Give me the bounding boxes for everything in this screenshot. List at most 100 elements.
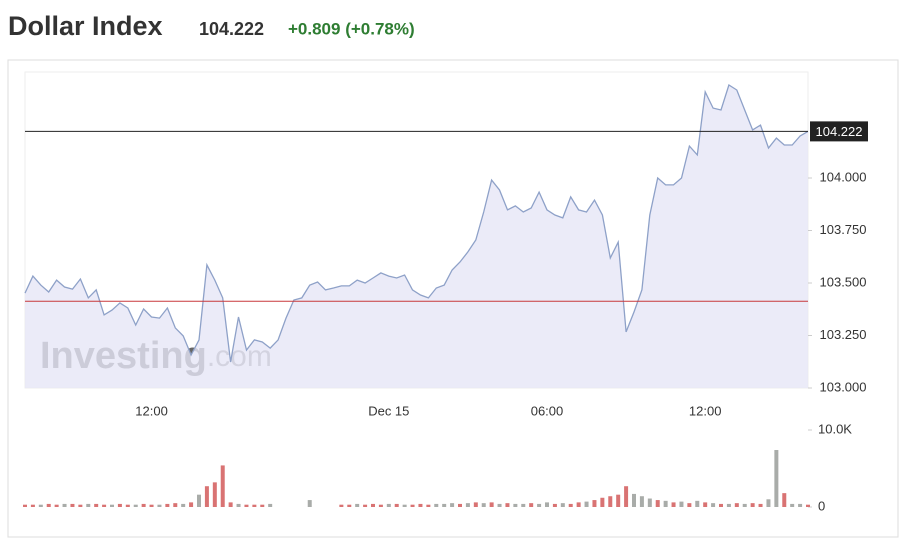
- price-area: [25, 85, 808, 388]
- volume-bar: [703, 502, 708, 507]
- volume-bar: [102, 504, 107, 507]
- volume-bar: [260, 504, 265, 507]
- y-tick-label: 103.750: [820, 222, 867, 237]
- volume-bar: [212, 482, 217, 507]
- volume-bar: [647, 498, 652, 507]
- volume-bar: [378, 504, 383, 507]
- volume-bar: [46, 503, 51, 507]
- volume-bar: [465, 503, 470, 507]
- volume-bar: [758, 503, 763, 507]
- volume-bar: [529, 503, 534, 507]
- volume-bar: [418, 503, 423, 507]
- volume-bar: [189, 502, 194, 507]
- volume-bar: [624, 486, 629, 507]
- volume-bar: [228, 502, 233, 507]
- volume-bar: [521, 503, 526, 507]
- volume-bar: [655, 500, 660, 507]
- volume-bar: [157, 504, 162, 507]
- volume-bar: [458, 503, 462, 507]
- volume-bar: [663, 500, 668, 507]
- volume-bar: [204, 486, 209, 507]
- volume-bar: [173, 503, 178, 507]
- price-change: +0.809 (+0.78%): [288, 19, 415, 38]
- volume-bar: [117, 503, 122, 507]
- volume-bar: [481, 503, 486, 507]
- volume-bar: [442, 503, 447, 507]
- y-tick-label: 103.000: [820, 379, 867, 394]
- volume-bar: [711, 503, 716, 507]
- volume-bar: [307, 500, 312, 507]
- volume-bar: [125, 504, 130, 507]
- volume-bar: [798, 503, 803, 507]
- volume-bar: [790, 503, 795, 507]
- volume-bar: [62, 503, 67, 507]
- volume-bar: [719, 503, 723, 507]
- volume-bar: [268, 503, 273, 507]
- volume-bar: [165, 503, 170, 507]
- volume-bar: [742, 503, 747, 507]
- volume-bar: [505, 503, 510, 507]
- volume-bar: [371, 503, 375, 507]
- volume-bar: [347, 504, 352, 507]
- chart-title: Dollar Index: [8, 11, 163, 41]
- volume-bar: [70, 503, 75, 507]
- volume-bar: [695, 500, 700, 507]
- y-tick-label: 104.000: [820, 169, 867, 184]
- volume-bar: [576, 502, 581, 507]
- volume-bar: [497, 503, 502, 507]
- x-tick-label: Dec 15: [368, 403, 409, 418]
- volume-bar: [489, 502, 494, 507]
- volume-bar: [608, 496, 613, 507]
- volume-bar: [734, 503, 739, 507]
- volume-bar: [86, 503, 91, 507]
- volume-bar: [402, 504, 407, 507]
- volume-bar: [394, 503, 399, 507]
- volume-bar: [632, 493, 636, 507]
- last-price: 104.222: [199, 19, 264, 39]
- y-tick-label: 10.0K: [818, 421, 852, 436]
- price-label-box: [810, 121, 868, 142]
- x-tick-label: 12:00: [135, 403, 168, 418]
- volume-bar: [426, 504, 431, 507]
- volume-bar: [355, 503, 360, 507]
- volume-bar: [592, 500, 597, 507]
- volume-bar: [766, 499, 771, 507]
- x-tick-label: 12:00: [689, 403, 722, 418]
- volume-bar: [30, 504, 35, 507]
- volume-bar: [450, 503, 455, 507]
- volume-bar: [54, 504, 59, 507]
- volume-bar: [560, 503, 565, 507]
- volume-bar: [386, 503, 391, 507]
- y-tick-label: 103.250: [820, 327, 867, 342]
- volume-bar: [244, 504, 249, 507]
- volume-bar: [473, 502, 478, 507]
- volume-bar: [552, 503, 557, 507]
- volume-bar: [726, 503, 731, 507]
- volume-bar: [750, 503, 755, 507]
- volume-bar: [23, 504, 27, 507]
- chart-frame: [7, 59, 899, 538]
- x-tick-label: 06:00: [531, 403, 564, 418]
- volume-bar: [616, 494, 621, 507]
- volume-bar: [339, 504, 344, 507]
- volume-bar: [639, 496, 644, 507]
- volume-bar: [236, 503, 241, 507]
- volume-bar: [600, 497, 605, 507]
- volume-bar: [78, 504, 83, 507]
- volume-bar: [363, 504, 368, 507]
- volume-bar: [671, 502, 676, 507]
- volume-bar: [584, 501, 589, 507]
- volume-bar: [806, 504, 810, 507]
- volume-bar: [513, 503, 518, 507]
- y-tick-label: 103.500: [820, 274, 867, 289]
- volume-bar: [252, 504, 257, 507]
- volume-bar: [774, 450, 779, 507]
- y-tick-label: 0: [818, 498, 825, 513]
- volume-bar: [568, 503, 573, 507]
- volume-bar: [410, 504, 415, 507]
- volume-bar: [220, 465, 225, 507]
- volume-bar: [38, 504, 43, 507]
- volume-bar: [110, 504, 114, 507]
